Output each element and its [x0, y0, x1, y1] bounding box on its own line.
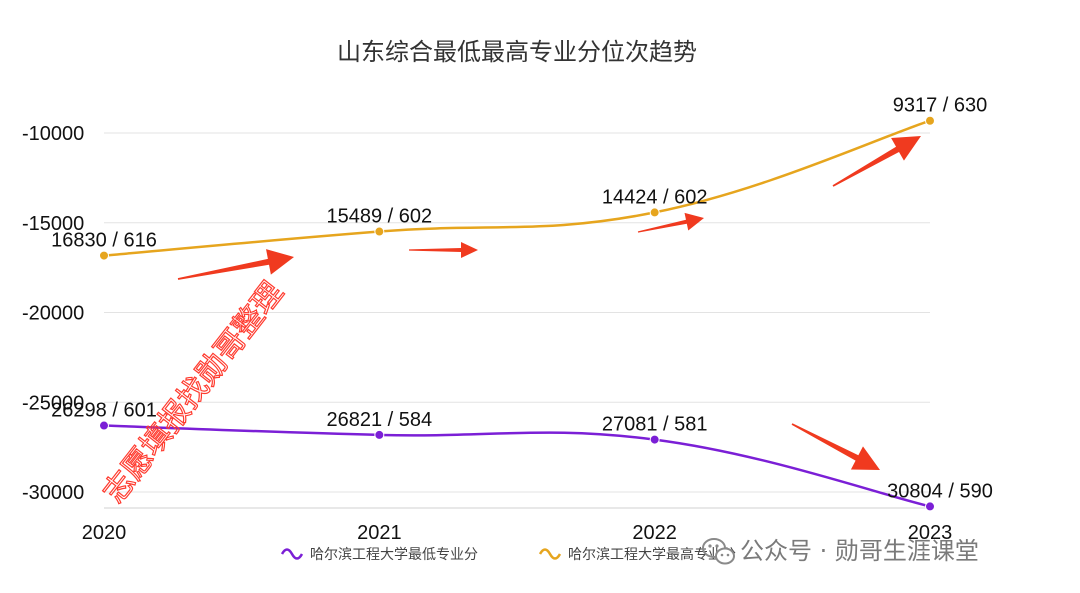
- data-point: [925, 115, 935, 126]
- series-points: [99, 115, 935, 512]
- data-label: 14424 / 602: [602, 186, 708, 208]
- data-label: 27081 / 581: [602, 414, 708, 436]
- data-label: 15489 / 602: [327, 206, 433, 228]
- legend-label[interactable]: 哈尔滨工程大学最低专业分: [310, 547, 478, 563]
- legend-swatch: [280, 548, 304, 560]
- data-label: 26821 / 584: [327, 409, 433, 431]
- y-tick-label: -20000: [22, 303, 84, 325]
- annotation-arrows: [177, 136, 921, 470]
- chart-title: 山东综合最低最高专业分位次趋势: [337, 38, 697, 66]
- data-label: 30804 / 590: [887, 480, 993, 502]
- x-axis-ticks: 2020 2021 2022 2023: [82, 522, 953, 544]
- annotation-arrow: [832, 136, 921, 187]
- data-point: [649, 434, 660, 445]
- data-point: [374, 429, 385, 440]
- x-tick-label: 2022: [632, 522, 677, 544]
- series-line: [103, 424, 931, 508]
- series-line: [103, 119, 931, 257]
- data-label: 16830 / 616: [51, 230, 157, 252]
- data-point: [374, 226, 385, 237]
- brand-watermark: 公众号 · 勋哥生涯课堂: [702, 537, 979, 565]
- x-tick-label: 2020: [82, 522, 127, 544]
- data-point: [99, 420, 109, 431]
- data-point: [99, 250, 109, 261]
- y-tick-label: -30000: [22, 482, 84, 504]
- series-lines: [103, 119, 931, 508]
- gridlines: [104, 132, 930, 509]
- brand-watermark-text: 公众号 · 勋哥生涯课堂: [740, 537, 979, 565]
- y-tick-label: -25000: [22, 392, 84, 414]
- legend[interactable]: 哈尔滨工程大学最低专业分 哈尔滨工程大学最高专业分: [280, 546, 736, 563]
- y-tick-label: -15000: [22, 213, 84, 235]
- y-tick-label: -10000: [22, 123, 84, 145]
- annotation-arrow: [177, 249, 294, 280]
- legend-label[interactable]: 哈尔滨工程大学最高专业分: [568, 546, 736, 563]
- data-point: [649, 207, 660, 218]
- data-labels: 26298 / 601 26821 / 584 27081 / 581 30804 /…: [51, 95, 993, 503]
- annotation-arrow: [791, 423, 880, 470]
- y-axis-ticks: -10000 -15000 -20000 -25000 -30000: [22, 123, 84, 504]
- diagonal-watermark: 志愿填报找勋哥整理: [97, 276, 291, 510]
- legend-swatch: [538, 548, 562, 560]
- x-tick-label: 2023: [908, 522, 953, 544]
- x-tick-label: 2021: [357, 522, 402, 544]
- annotation-arrow: [637, 212, 704, 233]
- data-point: [925, 501, 935, 512]
- wechat-icon: [702, 538, 735, 565]
- data-label: 9317 / 630: [893, 95, 988, 117]
- annotation-arrow: [409, 242, 478, 258]
- data-label: 26298 / 601: [51, 400, 157, 422]
